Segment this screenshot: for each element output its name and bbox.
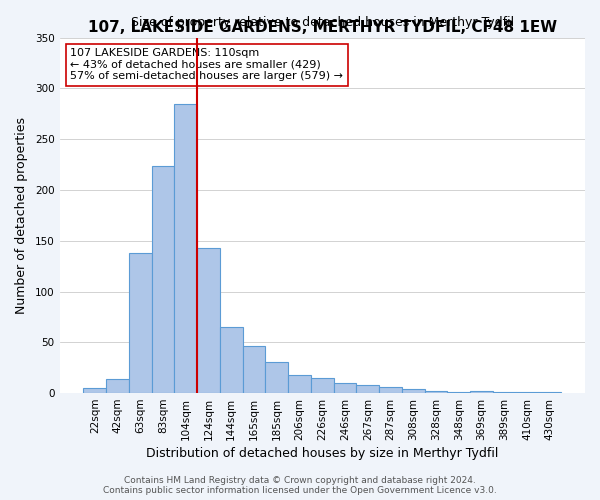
Bar [311,378,334,393]
Bar [425,391,448,393]
Bar [220,327,242,393]
Bar [402,389,425,393]
Bar [493,392,515,393]
Bar [129,253,152,393]
Y-axis label: Number of detached properties: Number of detached properties [15,117,28,314]
Bar [106,379,129,393]
Bar [242,346,265,393]
Bar [152,166,175,393]
Bar [83,388,106,393]
X-axis label: Distribution of detached houses by size in Merthyr Tydfil: Distribution of detached houses by size … [146,447,499,460]
Bar [197,248,220,393]
Bar [538,392,561,393]
Bar [448,392,470,393]
Bar [379,387,402,393]
Bar [288,375,311,393]
Text: 107 LAKESIDE GARDENS: 110sqm
← 43% of detached houses are smaller (429)
57% of s: 107 LAKESIDE GARDENS: 110sqm ← 43% of de… [70,48,343,82]
Bar [175,104,197,393]
Text: Size of property relative to detached houses in Merthyr Tydfil: Size of property relative to detached ho… [131,16,514,28]
Bar [470,391,493,393]
Text: Contains HM Land Registry data © Crown copyright and database right 2024.
Contai: Contains HM Land Registry data © Crown c… [103,476,497,495]
Bar [515,392,538,393]
Bar [356,385,379,393]
Title: 107, LAKESIDE GARDENS, MERTHYR TYDFIL, CF48 1EW: 107, LAKESIDE GARDENS, MERTHYR TYDFIL, C… [88,20,557,35]
Bar [265,362,288,393]
Bar [334,383,356,393]
